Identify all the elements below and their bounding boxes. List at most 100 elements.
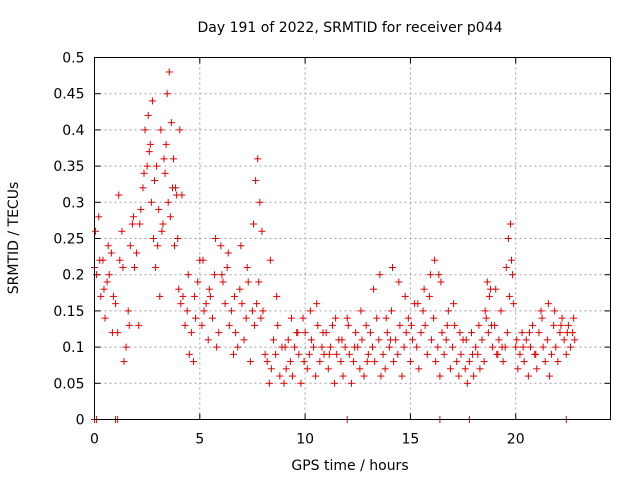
data-point (352, 329, 360, 337)
data-point (381, 365, 389, 373)
data-point (522, 336, 530, 344)
data-point (455, 372, 463, 380)
data-point (318, 343, 326, 351)
data-point (206, 292, 214, 300)
data-point (383, 329, 391, 337)
data-point (478, 336, 486, 344)
data-point (400, 343, 408, 351)
data-point (115, 191, 123, 199)
data-point (286, 358, 294, 366)
data-point (449, 343, 457, 351)
data-point (252, 177, 260, 185)
data-point (401, 292, 409, 300)
data-point (434, 343, 442, 351)
data-point (242, 314, 250, 322)
x-tick-label: 5 (195, 432, 204, 448)
data-point (100, 285, 108, 293)
data-point (263, 358, 271, 366)
data-point (161, 169, 169, 177)
data-point (280, 379, 288, 387)
data-point (284, 336, 292, 344)
data-point (560, 336, 568, 344)
data-point (516, 350, 524, 358)
data-point (409, 336, 417, 344)
data-point (554, 358, 562, 366)
data-point (442, 336, 450, 344)
data-point (404, 314, 412, 322)
data-point (211, 271, 219, 279)
data-point (227, 307, 235, 315)
data-point (92, 227, 100, 235)
data-point (386, 336, 394, 344)
data-point (151, 177, 159, 185)
data-point (419, 307, 427, 315)
data-point (497, 307, 505, 315)
data-point (556, 329, 564, 337)
data-point (417, 329, 425, 337)
data-point (192, 314, 200, 322)
data-point (413, 343, 421, 351)
data-point (215, 329, 223, 337)
data-point (495, 336, 503, 344)
data-point (199, 256, 207, 264)
data-point (274, 321, 282, 329)
data-point (236, 285, 244, 293)
data-point (425, 292, 433, 300)
y-tick-label: 0.3 (62, 195, 84, 211)
data-point (456, 329, 464, 337)
data-point (300, 358, 308, 366)
data-point (509, 271, 517, 279)
data-point (520, 358, 528, 366)
data-point (217, 242, 225, 250)
y-tick-label: 0.35 (53, 159, 84, 175)
data-point (243, 263, 251, 271)
data-point (508, 256, 516, 264)
data-point (440, 350, 448, 358)
data-point (128, 220, 136, 228)
data-point (163, 90, 171, 98)
data-point (267, 365, 275, 373)
x-tick-label: 10 (296, 432, 314, 448)
data-point (244, 278, 252, 286)
data-point (350, 358, 358, 366)
data-point (426, 271, 434, 279)
data-point (457, 350, 465, 358)
data-point (212, 235, 220, 242)
data-point (204, 336, 212, 344)
data-point (237, 242, 245, 250)
data-point (406, 358, 414, 366)
data-point (310, 343, 318, 351)
x-axis-label: GPS time / hours (291, 458, 408, 474)
data-point (261, 350, 269, 358)
data-point (257, 314, 265, 322)
grid (94, 57, 611, 420)
data-point (552, 343, 560, 351)
data-point (488, 321, 496, 329)
data-point (225, 321, 233, 329)
x-tick-label: 20 (507, 432, 525, 448)
data-point (423, 350, 431, 358)
data-point (344, 321, 352, 329)
data-point (299, 314, 307, 322)
data-point (218, 271, 226, 279)
data-point (398, 372, 406, 380)
data-point (181, 321, 189, 329)
data-point (191, 292, 199, 300)
data-point (107, 249, 115, 257)
data-point (492, 285, 500, 293)
data-point (177, 300, 185, 308)
data-point (498, 343, 506, 351)
data-point (427, 336, 435, 344)
data-point (265, 379, 273, 387)
data-point (545, 372, 553, 380)
data-point (178, 191, 186, 199)
data-point (175, 285, 183, 293)
data-point (360, 372, 368, 380)
data-point (137, 206, 145, 214)
data-point (140, 169, 148, 177)
data-point (357, 307, 365, 315)
data-point (510, 300, 518, 308)
data-point (258, 227, 266, 235)
data-point (171, 242, 179, 250)
data-point (234, 343, 242, 351)
